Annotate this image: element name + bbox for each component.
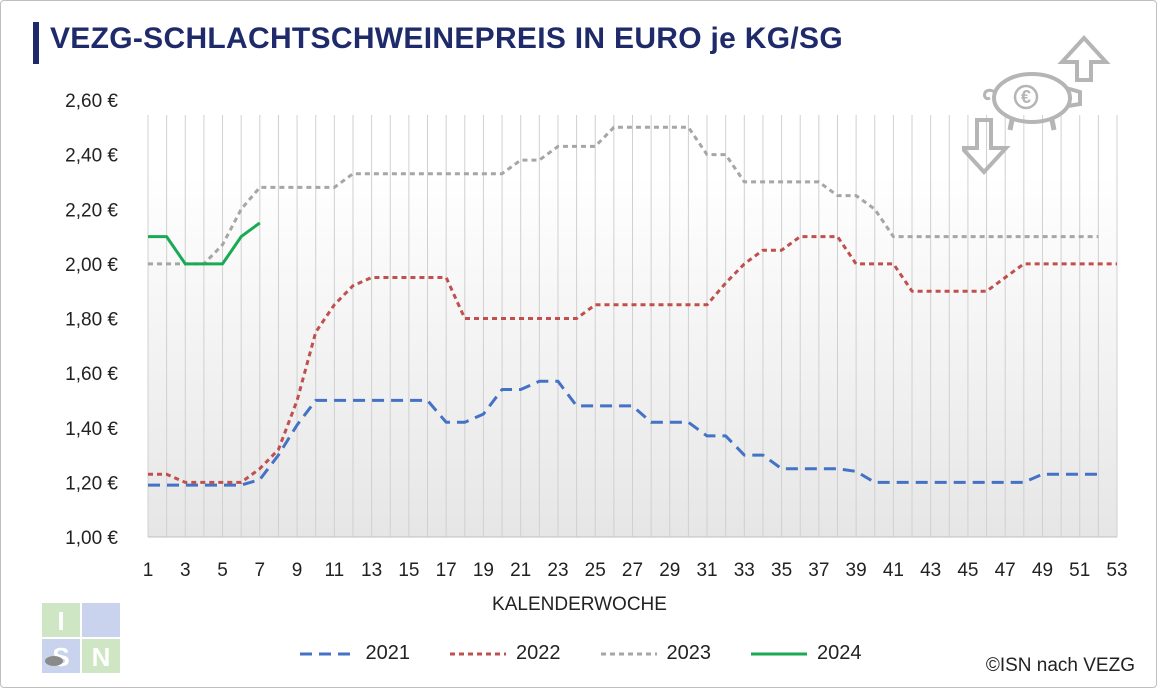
legend-item-2023: 2023 — [599, 642, 712, 665]
y-tick-label: 2,60 € — [65, 91, 118, 112]
x-tick-label: 39 — [846, 560, 867, 581]
x-tick-label: 45 — [957, 560, 978, 581]
x-tick-label: 41 — [883, 560, 904, 581]
legend-label-2021: 2021 — [365, 642, 411, 664]
x-tick-label: 1 — [143, 560, 154, 581]
x-tick-label: 33 — [734, 560, 755, 581]
x-tick-label: 43 — [920, 560, 941, 581]
legend-swatch-2022 — [450, 652, 506, 655]
legend: 2021 2022 2023 2024 — [0, 642, 1159, 665]
svg-text:N: N — [92, 642, 111, 672]
legend-label-2022: 2022 — [516, 642, 561, 664]
copyright-note: ©ISN nach VEZG — [985, 655, 1135, 676]
x-tick-label: 47 — [995, 560, 1016, 581]
series-line-2022 — [148, 235, 1117, 484]
legend-label-2024: 2024 — [817, 642, 862, 664]
series-line-2024 — [148, 221, 261, 266]
x-tick-label: 35 — [771, 560, 792, 581]
x-tick-label: 23 — [547, 560, 568, 581]
x-tick-label: 21 — [510, 560, 531, 581]
x-tick-label: 17 — [436, 560, 457, 581]
x-tick-label: 49 — [1032, 560, 1053, 581]
svg-text:I: I — [57, 606, 64, 636]
isn-logo: I S N — [42, 603, 120, 673]
legend-swatch-2021 — [299, 652, 356, 655]
x-axis-label: KALENDERWOCHE — [492, 594, 667, 615]
x-tick-label: 19 — [473, 560, 494, 581]
x-tick-label: 5 — [217, 560, 228, 581]
svg-text:€: € — [1021, 87, 1031, 107]
x-tick-label: 7 — [255, 560, 266, 581]
title-accent-bar — [33, 22, 39, 64]
y-tick-label: 1,60 € — [65, 364, 118, 385]
x-tick-label: 37 — [808, 560, 829, 581]
legend-item-2024: 2024 — [749, 642, 862, 665]
x-tick-label: 27 — [622, 560, 643, 581]
y-tick-label: 1,80 € — [65, 310, 118, 331]
pig-price-arrows-icon: € — [962, 35, 1111, 175]
x-tick-label: 3 — [180, 560, 191, 581]
legend-swatch-2024 — [751, 652, 807, 655]
legend-swatch-2023 — [600, 652, 657, 655]
y-tick-label: 2,20 € — [65, 200, 118, 221]
y-tick-label: 2,00 € — [65, 255, 118, 276]
x-tick-label: 25 — [585, 560, 606, 581]
series-line-2021 — [148, 379, 1099, 487]
series-line-2023 — [148, 125, 1099, 266]
y-tick-label: 2,40 € — [65, 146, 118, 167]
x-tick-label: 53 — [1106, 560, 1127, 581]
legend-item-2022: 2022 — [448, 642, 561, 665]
x-tick-label: 11 — [324, 560, 344, 581]
y-tick-label: 1,00 € — [65, 528, 118, 549]
x-tick-label: 15 — [398, 560, 419, 581]
legend-item-2021: 2021 — [298, 642, 411, 665]
x-tick-label: 51 — [1069, 560, 1090, 581]
x-tick-label: 9 — [292, 560, 303, 581]
legend-label-2023: 2023 — [666, 642, 712, 664]
x-tick-label: 13 — [361, 560, 382, 581]
chart-title: VEZG-SCHLACHTSCHWEINEPREIS IN EURO je KG… — [50, 22, 843, 55]
y-tick-label: 1,40 € — [65, 419, 118, 440]
x-tick-label: 31 — [696, 560, 717, 581]
y-tick-label: 1,20 € — [65, 473, 118, 494]
x-tick-label: 29 — [659, 560, 680, 581]
